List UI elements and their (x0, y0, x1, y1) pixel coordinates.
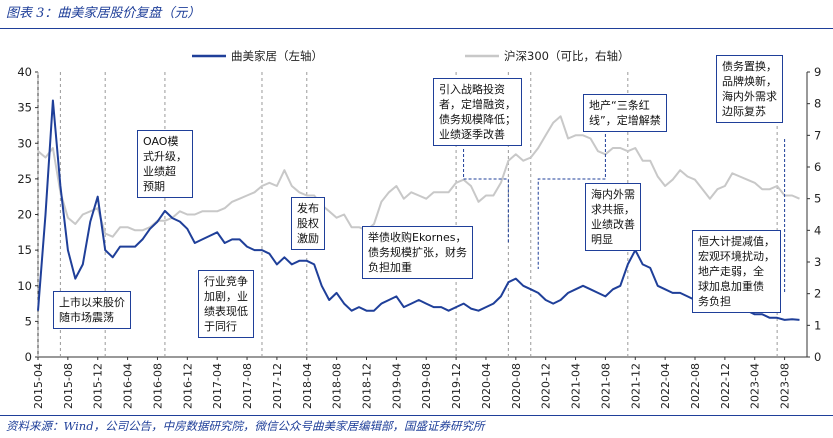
chart-legend: 曲美家居（左轴） 沪深300（可比，右轴） (192, 49, 629, 63)
y-left-tick-label: 10 (17, 279, 32, 293)
connector-strategy (463, 149, 509, 244)
y-left-tick-label: 25 (17, 172, 32, 186)
annotation-evergrande-impairment: 恒大计提减值， 宏观环境扰动， 地产走弱，全 球加息加重债 务负担 (692, 230, 781, 313)
annotation-debt-swap: 债务置换， 品牌焕新， 海内外需求 边际复苏 (716, 55, 783, 123)
x-tick-label: 2016-12 (181, 363, 194, 409)
annotation-strategic-investor: 引入战略投资 者，定增融资， 债务规模降低； 业绩逐季改善 (433, 78, 522, 146)
x-tick-label: 2020-04 (480, 363, 493, 409)
x-tick-label: 2019-08 (420, 363, 433, 409)
annotation-connectors (463, 129, 786, 294)
x-tick-label: 2018-12 (361, 363, 374, 409)
figure-title: 图表 3：曲美家居股价复盘（元） (6, 6, 201, 21)
y-right-tick-label: 0 (814, 350, 821, 364)
y-right-tick-label: 7 (814, 128, 821, 142)
y-right-tick-label: 4 (814, 223, 821, 237)
annotation-three-red-lines: 地产“三条红 线”，定增解禁 (583, 94, 667, 132)
y-left-tick-label: 0 (25, 350, 32, 364)
annotation-overseas-demand: 海内外需 求共振， 业绩改善 明显 (585, 183, 641, 251)
series-line-hs300 (37, 115, 800, 238)
x-tick-label: 2018-08 (331, 363, 344, 409)
legend-label-qumei: 曲美家居（左轴） (231, 49, 323, 63)
x-tick-label: 2020-08 (510, 363, 523, 409)
connector-redlines (537, 129, 606, 269)
x-tick-label: 2016-04 (122, 363, 135, 409)
x-tick-label: 2018-04 (301, 363, 314, 409)
x-tick-label: 2023-08 (779, 363, 792, 409)
y-left-tick-label: 15 (17, 243, 32, 257)
y-right-tick-label: 3 (814, 255, 821, 269)
x-tick-label: 2021-04 (570, 363, 583, 409)
price-review-chart: 0 5 10 15 20 25 30 35 40 0 1 2 3 4 5 6 7 8 9 2015-04 2015-08… (17, 49, 821, 409)
legend-label-hs300: 沪深300（可比，右轴） (504, 49, 629, 63)
annotation-listing: 上市以来股价 随市场震荡 (53, 291, 131, 329)
series-line-qumei (37, 99, 800, 321)
x-tick-label: 2019-04 (390, 363, 403, 409)
y-right-tick-label: 1 (814, 318, 821, 332)
y-right-tick-label: 2 (814, 287, 821, 301)
x-tick-label: 2022-08 (689, 363, 702, 409)
x-tick-label: 2020-12 (540, 363, 553, 409)
source-divider (0, 415, 833, 416)
chart-axes: 0 5 10 15 20 25 30 35 40 0 1 2 3 4 5 6 7 8 9 2015-04 2015-08… (17, 65, 821, 409)
annotation-competition: 行业竞争 加剧，业 绩表现低 于同行 (198, 270, 254, 338)
x-tick-label: 2015-08 (62, 363, 75, 409)
x-tick-label: 2016-08 (151, 363, 164, 409)
x-tick-label: 2022-12 (719, 363, 732, 409)
annotation-ekornes: 举债收购Ekornes， 债务规模扩张，财务 负担加重 (362, 226, 473, 279)
series-layer (37, 99, 800, 321)
x-tick-label: 2017-12 (271, 363, 284, 409)
x-tick-label: 2017-08 (241, 363, 254, 409)
annotation-oao-upgrade: OAO模 式升级， 业绩超 预期 (137, 130, 193, 198)
y-left-tick-label: 35 (17, 101, 32, 115)
x-tick-label: 2015-12 (92, 363, 105, 409)
x-tick-label: 2022-04 (659, 363, 672, 409)
source-note: 资料来源：Wind，公司公告，中房数据研究院，微信公众号曲美家居编辑部，国盛证券… (6, 419, 485, 433)
title-divider (0, 28, 833, 29)
x-tick-label: 2023-04 (749, 363, 762, 409)
annotation-equity-incentive: 发布 股权 激励 (291, 197, 325, 250)
y-left-tick-label: 20 (17, 208, 32, 222)
y-right-tick-label: 9 (814, 65, 821, 79)
y-right-tick-label: 6 (814, 160, 821, 174)
x-tick-label: 2019-12 (450, 363, 463, 409)
y-left-tick-label: 5 (25, 314, 32, 328)
x-tick-label: 2021-08 (599, 363, 612, 409)
y-left-tick-label: 40 (17, 65, 32, 79)
x-tick-label: 2017-04 (211, 363, 224, 409)
x-tick-label: 2021-12 (629, 363, 642, 409)
y-left-tick-label: 30 (17, 136, 32, 150)
y-right-tick-label: 5 (814, 192, 821, 206)
x-tick-label: 2015-04 (32, 363, 45, 409)
y-right-tick-label: 8 (814, 97, 821, 111)
